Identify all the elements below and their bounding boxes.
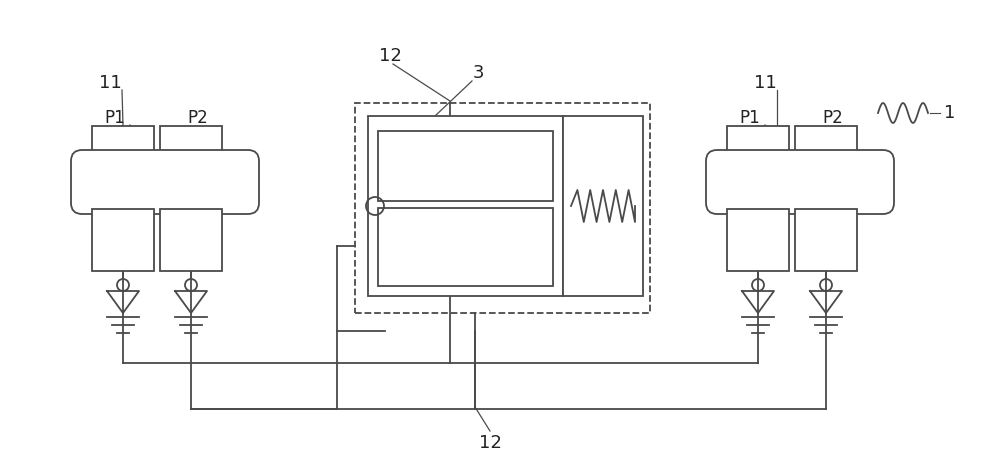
- Bar: [160, 209, 222, 271]
- Bar: [368, 116, 563, 296]
- Bar: [355, 103, 650, 313]
- Text: P2: P2: [188, 109, 208, 127]
- Bar: [92, 209, 154, 271]
- Text: 11: 11: [99, 74, 121, 92]
- Text: 3: 3: [472, 64, 484, 82]
- Bar: [795, 126, 857, 178]
- Bar: [795, 209, 857, 271]
- Bar: [378, 131, 553, 201]
- Bar: [727, 209, 789, 271]
- Bar: [92, 126, 154, 178]
- Text: 12: 12: [479, 434, 501, 452]
- Bar: [563, 116, 643, 296]
- Text: P1: P1: [105, 109, 125, 127]
- Text: 12: 12: [379, 47, 401, 65]
- FancyBboxPatch shape: [706, 150, 894, 214]
- Text: P2: P2: [823, 109, 843, 127]
- Text: P1: P1: [740, 109, 760, 127]
- Text: 1: 1: [944, 104, 956, 122]
- Bar: [160, 126, 222, 178]
- Bar: [727, 126, 789, 178]
- FancyBboxPatch shape: [71, 150, 259, 214]
- Bar: [378, 208, 553, 286]
- Text: 11: 11: [754, 74, 776, 92]
